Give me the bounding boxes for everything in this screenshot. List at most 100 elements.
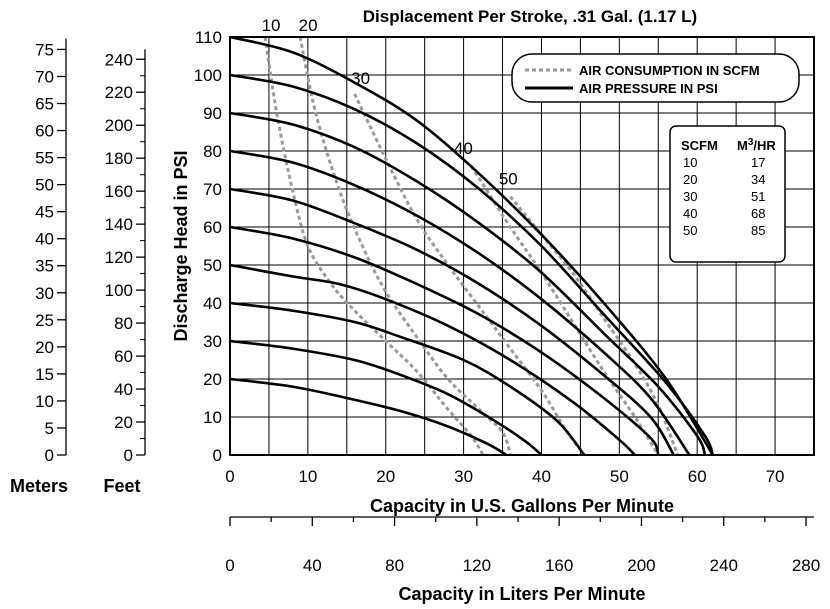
chart-axes: 0 10 20 30 40 50 60 700102030405060708090100110… xyxy=(35,28,820,575)
x-tick-label: 20 xyxy=(376,467,395,486)
y-tick-label: 0 xyxy=(213,446,222,465)
scfm-curve-label-50: 50 xyxy=(499,170,518,189)
x-tick-label: 30 xyxy=(454,467,473,486)
meters-tick-label: 75 xyxy=(35,40,54,59)
meters-tick-label: 20 xyxy=(35,338,54,357)
feet-tick-label: 100 xyxy=(105,281,133,300)
feet-tick-label: 40 xyxy=(114,380,133,399)
meters-axis-label: Meters xyxy=(10,476,68,496)
feet-tick-label: 180 xyxy=(105,149,133,168)
scfm-curve-label-10: 10 xyxy=(262,16,281,35)
psi-curve-30 xyxy=(229,339,543,456)
psi-curve-70 xyxy=(229,187,675,456)
legend-label-air-pressure: AIR PRESSURE IN PSI xyxy=(579,81,718,96)
x-axis-label-gpm: Capacity in U.S. Gallons Per Minute xyxy=(370,496,674,516)
feet-axis-label: Feet xyxy=(103,476,140,496)
psi-curve-40 xyxy=(229,301,586,456)
feet-tick-label: 200 xyxy=(105,116,133,135)
conversion-table-cell-scfm: 40 xyxy=(683,206,697,221)
legend-label-air-consumption: AIR CONSUMPTION IN SCFM xyxy=(579,63,760,78)
y-tick-label: 90 xyxy=(203,104,222,123)
meters-tick-label: 45 xyxy=(35,203,54,222)
conversion-table-header-m3hr: M3/HR xyxy=(737,137,776,154)
feet-tick-label: 80 xyxy=(114,314,133,333)
feet-tick-label: 140 xyxy=(105,215,133,234)
meters-tick-label: 10 xyxy=(35,392,54,411)
y-tick-label: 50 xyxy=(203,256,222,275)
conversion-table-cell-m3hr: 68 xyxy=(751,206,765,221)
meters-tick-label: 0 xyxy=(45,446,54,465)
conversion-table-cell-m3hr: 34 xyxy=(751,172,765,187)
chart-title: Displacement Per Stroke, .31 Gal. (1.17 … xyxy=(363,7,697,26)
meters-tick-label: 50 xyxy=(35,176,54,195)
meters-tick-label: 35 xyxy=(35,257,54,276)
x-tick-label: 50 xyxy=(610,467,629,486)
y-tick-label: 40 xyxy=(203,294,222,313)
psi-curve-110 xyxy=(229,35,714,456)
y-tick-label: 80 xyxy=(203,142,222,161)
scfm-curve-10 xyxy=(263,36,485,456)
lpm-tick-label: 80 xyxy=(385,556,404,575)
psi-curve-90 xyxy=(229,111,707,456)
lpm-tick-label: 280 xyxy=(792,556,820,575)
lpm-tick-label: 120 xyxy=(463,556,491,575)
conversion-table-cell-scfm: 50 xyxy=(683,223,697,238)
legend: AIR CONSUMPTION IN SCFM AIR PRESSURE IN … xyxy=(511,53,800,103)
plot-area-frame xyxy=(229,36,815,456)
conversion-table: SCFM M3/HR 10 17 20 34 30 51 40 68 50 85 xyxy=(669,125,786,263)
lpm-tick-label: 0 xyxy=(225,556,234,575)
meters-tick-label: 5 xyxy=(45,419,54,438)
psi-curve-60 xyxy=(229,225,660,456)
x-tick-label: 60 xyxy=(688,467,707,486)
conversion-table-cell-scfm: 10 xyxy=(683,155,697,170)
feet-tick-label: 0 xyxy=(124,446,133,465)
scfm-curve-20 xyxy=(298,36,512,456)
scfm-curve-50 xyxy=(509,195,680,456)
psi-curve-50 xyxy=(229,263,636,456)
lpm-tick-label: 200 xyxy=(627,556,655,575)
chart-curves: 10 20 30 40 50 xyxy=(229,16,715,457)
meters-tick-label: 55 xyxy=(35,149,54,168)
conversion-table-box xyxy=(669,125,786,263)
feet-tick-label: 60 xyxy=(114,347,133,366)
conversion-table-cell-scfm: 30 xyxy=(683,189,697,204)
scfm-curve-label-20: 20 xyxy=(299,16,318,35)
psi-curve-20 xyxy=(229,377,508,457)
x-tick-label: 10 xyxy=(298,467,317,486)
conversion-table-header-scfm: SCFM xyxy=(681,138,718,153)
feet-tick-label: 220 xyxy=(105,83,133,102)
x-tick-label: 40 xyxy=(532,467,551,486)
feet-tick-label: 160 xyxy=(105,182,133,201)
meters-tick-label: 40 xyxy=(35,230,54,249)
conversion-table-rows: 10 17 20 34 30 51 40 68 50 85 xyxy=(683,155,765,238)
psi-curve-80 xyxy=(229,149,691,456)
x-tick-label: 0 xyxy=(225,467,234,486)
y-tick-label: 70 xyxy=(203,180,222,199)
y-tick-label: 30 xyxy=(203,332,222,351)
lpm-tick-label: 240 xyxy=(710,556,738,575)
feet-tick-label: 120 xyxy=(105,248,133,267)
conversion-table-cell-m3hr: 17 xyxy=(751,155,765,170)
meters-tick-label: 60 xyxy=(35,122,54,141)
y-tick-label: 60 xyxy=(203,218,222,237)
y-axis-label-psi: Discharge Head in PSI xyxy=(171,150,191,341)
feet-tick-label: 20 xyxy=(114,413,133,432)
meters-tick-label: 65 xyxy=(35,95,54,114)
y-tick-label: 100 xyxy=(194,66,222,85)
y-tick-label: 10 xyxy=(203,408,222,427)
lpm-tick-label: 160 xyxy=(545,556,573,575)
x-axis-label-lpm: Capacity in Liters Per Minute xyxy=(398,584,645,604)
legend-box xyxy=(511,53,800,103)
scfm-curve-label-30: 30 xyxy=(351,69,370,88)
meters-tick-label: 15 xyxy=(35,365,54,384)
y-tick-label: 110 xyxy=(195,28,222,47)
scfm-curve-30 xyxy=(353,93,586,456)
meters-tick-label: 70 xyxy=(35,67,54,86)
conversion-table-cell-m3hr: 85 xyxy=(751,223,765,238)
lpm-tick-label: 40 xyxy=(303,556,322,575)
conversion-table-cell-scfm: 20 xyxy=(683,172,697,187)
feet-tick-label: 240 xyxy=(105,50,133,69)
meters-tick-label: 30 xyxy=(35,284,54,303)
y-tick-label: 20 xyxy=(203,370,222,389)
